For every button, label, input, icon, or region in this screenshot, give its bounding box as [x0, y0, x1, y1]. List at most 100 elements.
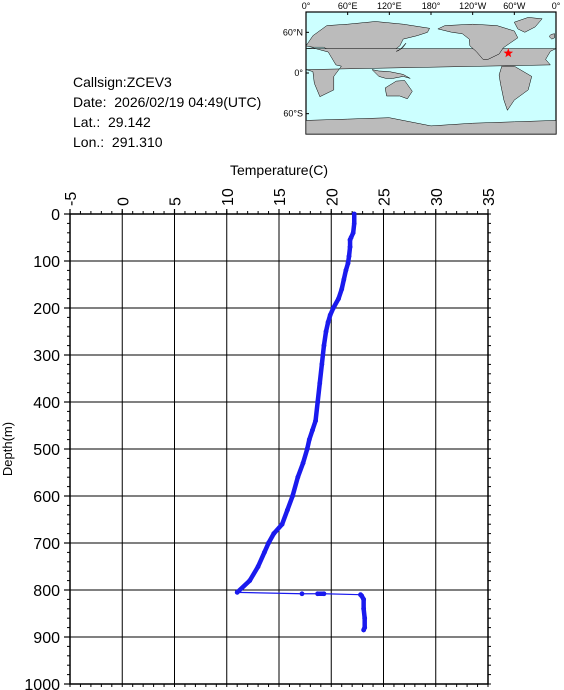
y-tick-label: 700 — [33, 536, 60, 553]
callsign-label: Callsign:ZCEV3 — [73, 74, 172, 90]
data-point — [271, 531, 277, 536]
data-point — [321, 591, 327, 597]
data-point — [362, 615, 368, 621]
map-latitude-label: 0° — [294, 68, 303, 78]
map-latitude-label: 60°S — [283, 109, 303, 119]
map-land — [305, 17, 557, 135]
series-segment — [279, 507, 290, 527]
series-segment — [315, 380, 323, 405]
map-landmass — [371, 69, 411, 79]
series-segment — [290, 474, 301, 499]
data-point — [295, 474, 301, 480]
data-point — [359, 593, 364, 599]
y-tick-label: 600 — [33, 489, 60, 506]
data-point — [284, 507, 290, 513]
map-longitude-label: 60°W — [503, 1, 526, 11]
y-tick-label: 300 — [33, 348, 60, 365]
longitude-label: Lon.: 291.310 — [73, 134, 163, 150]
data-point — [345, 260, 351, 266]
series-segment — [319, 343, 327, 367]
map-longitude-label: 60°E — [338, 1, 358, 11]
grid-lines — [70, 214, 488, 684]
map-landmass — [396, 43, 407, 52]
plot-area: -5 0 5 10 15 20 25 30 35 01002003004005006007008… — [0, 162, 498, 690]
map-landmass — [513, 17, 543, 33]
x-axis-label: Temperature(C) — [230, 162, 328, 178]
map-landmass — [305, 117, 557, 135]
map-longitude-labels: 0° 60°E 120°E 180° 120°W 60°W 0° — [302, 1, 561, 15]
data-point — [290, 493, 295, 499]
data-point — [361, 627, 367, 633]
data-point — [310, 427, 315, 433]
x-tick-label: 10 — [220, 188, 237, 206]
date-label: Date: 2026/02/19 04:49(UTC) — [73, 94, 262, 110]
y-tick-labels: 0 100 200 300 400 500 600 700 800 900 1000 — [24, 207, 70, 690]
data-point — [279, 521, 285, 527]
data-point — [325, 319, 331, 325]
data-point — [323, 329, 329, 334]
map-longitude-label: 120°W — [459, 1, 487, 11]
x-tick-label: 15 — [272, 188, 289, 206]
data-point — [313, 418, 318, 424]
map-longitude-label: 0° — [302, 1, 311, 11]
data-point — [247, 578, 253, 583]
y-axis-label: Depth(m) — [0, 422, 15, 476]
map-longitude-label: 0° — [552, 1, 561, 11]
data-point — [315, 399, 321, 405]
map-landmass — [548, 33, 555, 40]
series-segment — [313, 399, 320, 424]
map-latitude-label: 60°N — [283, 27, 303, 37]
x-tick-label: 25 — [377, 188, 394, 206]
data-point — [234, 589, 240, 595]
map-landmass — [384, 80, 413, 100]
y-tick-label: 800 — [33, 583, 60, 600]
x-tick-label: 30 — [429, 188, 446, 206]
series-segment — [247, 564, 261, 583]
y-tick-label: 400 — [33, 395, 60, 412]
data-point — [351, 221, 357, 226]
data-point — [261, 550, 267, 555]
data-point — [327, 312, 333, 318]
x-tick-label: 0 — [115, 197, 132, 206]
series-segment — [236, 591, 303, 595]
data-point — [299, 591, 305, 597]
series-segment — [234, 578, 252, 595]
data-point — [347, 244, 353, 250]
y-tick-label: 500 — [33, 442, 60, 459]
latitude-label: Lat.: 29.142 — [73, 114, 151, 130]
series-segment — [285, 493, 295, 513]
data-point — [330, 305, 336, 311]
data-point — [306, 437, 312, 442]
data-point — [317, 380, 323, 386]
data-point — [351, 211, 357, 217]
map-latitude-labels: 60°N 0° 60°S — [283, 27, 309, 119]
data-point — [321, 343, 327, 348]
x-tick-label: 20 — [324, 188, 341, 206]
y-tick-label: 900 — [33, 630, 60, 647]
data-point — [350, 230, 356, 236]
series-segment — [323, 593, 362, 596]
data-point — [300, 460, 306, 466]
data-point — [361, 597, 367, 602]
map-longitude-label: 180° — [422, 1, 441, 11]
data-point — [361, 606, 367, 612]
data-point — [347, 237, 353, 243]
data-point — [341, 277, 347, 283]
data-point — [266, 540, 271, 546]
map-landmass — [437, 23, 519, 60]
y-tick-label: 200 — [33, 301, 60, 318]
series-segment — [300, 446, 310, 466]
y-tick-label: 0 — [51, 207, 60, 224]
y-tick-label: 100 — [33, 254, 60, 271]
x-tick-label: 35 — [481, 188, 498, 206]
series-segment — [255, 550, 267, 569]
y-tick-label: 1000 — [24, 677, 60, 690]
x-tick-labels: -5 0 5 10 15 20 25 30 35 — [63, 188, 498, 214]
series-profile — [234, 211, 368, 633]
data-point — [339, 286, 345, 292]
map-landmass — [498, 65, 532, 111]
data-point — [336, 296, 341, 301]
data-point — [346, 253, 352, 259]
x-tick-label: 5 — [168, 197, 185, 206]
